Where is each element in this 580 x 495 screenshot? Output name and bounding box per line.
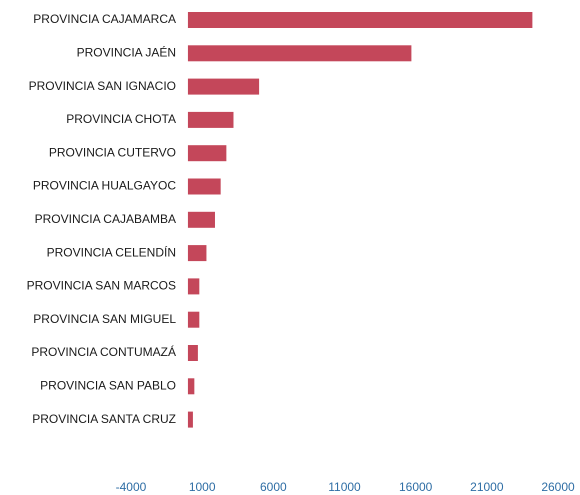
x-tick-label: 11000 (328, 480, 361, 494)
bar (187, 145, 227, 162)
bar (187, 12, 533, 28)
bar (187, 45, 412, 62)
x-tick-label: 1000 (189, 480, 216, 494)
bar (187, 111, 234, 128)
y-tick-label: PROVINCIA SAN MARCOS (27, 279, 176, 293)
bar (187, 78, 260, 95)
y-tick-label: PROVINCIA SAN IGNACIO (29, 79, 176, 93)
bar (187, 411, 193, 428)
x-tick-label: 26000 (541, 480, 575, 494)
x-tick-label: 21000 (470, 480, 504, 494)
y-tick-label: PROVINCIA HUALGAYOC (33, 179, 176, 193)
y-tick-label: PROVINCIA CUTERVO (49, 145, 176, 159)
bar (187, 311, 200, 328)
bar (187, 378, 195, 395)
y-tick-label: PROVINCIA JAÉN (77, 44, 176, 59)
y-tick-label: PROVINCIA CONTUMAZÁ (31, 344, 176, 359)
bar (187, 211, 215, 228)
y-tick-label: PROVINCIA SAN PABLO (40, 378, 176, 392)
y-tick-label: PROVINCIA SAN MIGUEL (33, 312, 176, 326)
bar (187, 278, 200, 295)
x-tick-label: -4000 (116, 480, 147, 494)
y-tick-label: PROVINCIA SANTA CRUZ (32, 412, 176, 426)
bar (187, 178, 221, 195)
y-tick-label: PROVINCIA CAJAMARCA (33, 12, 176, 26)
x-tick-label: 16000 (399, 480, 433, 494)
bar (187, 345, 198, 361)
y-tick-label: PROVINCIA CAJABAMBA (35, 212, 176, 226)
y-tick-label: PROVINCIA CELENDÍN (47, 244, 176, 259)
bar (187, 245, 207, 262)
x-tick-label: 6000 (260, 480, 287, 494)
y-tick-label: PROVINCIA CHOTA (66, 112, 176, 126)
